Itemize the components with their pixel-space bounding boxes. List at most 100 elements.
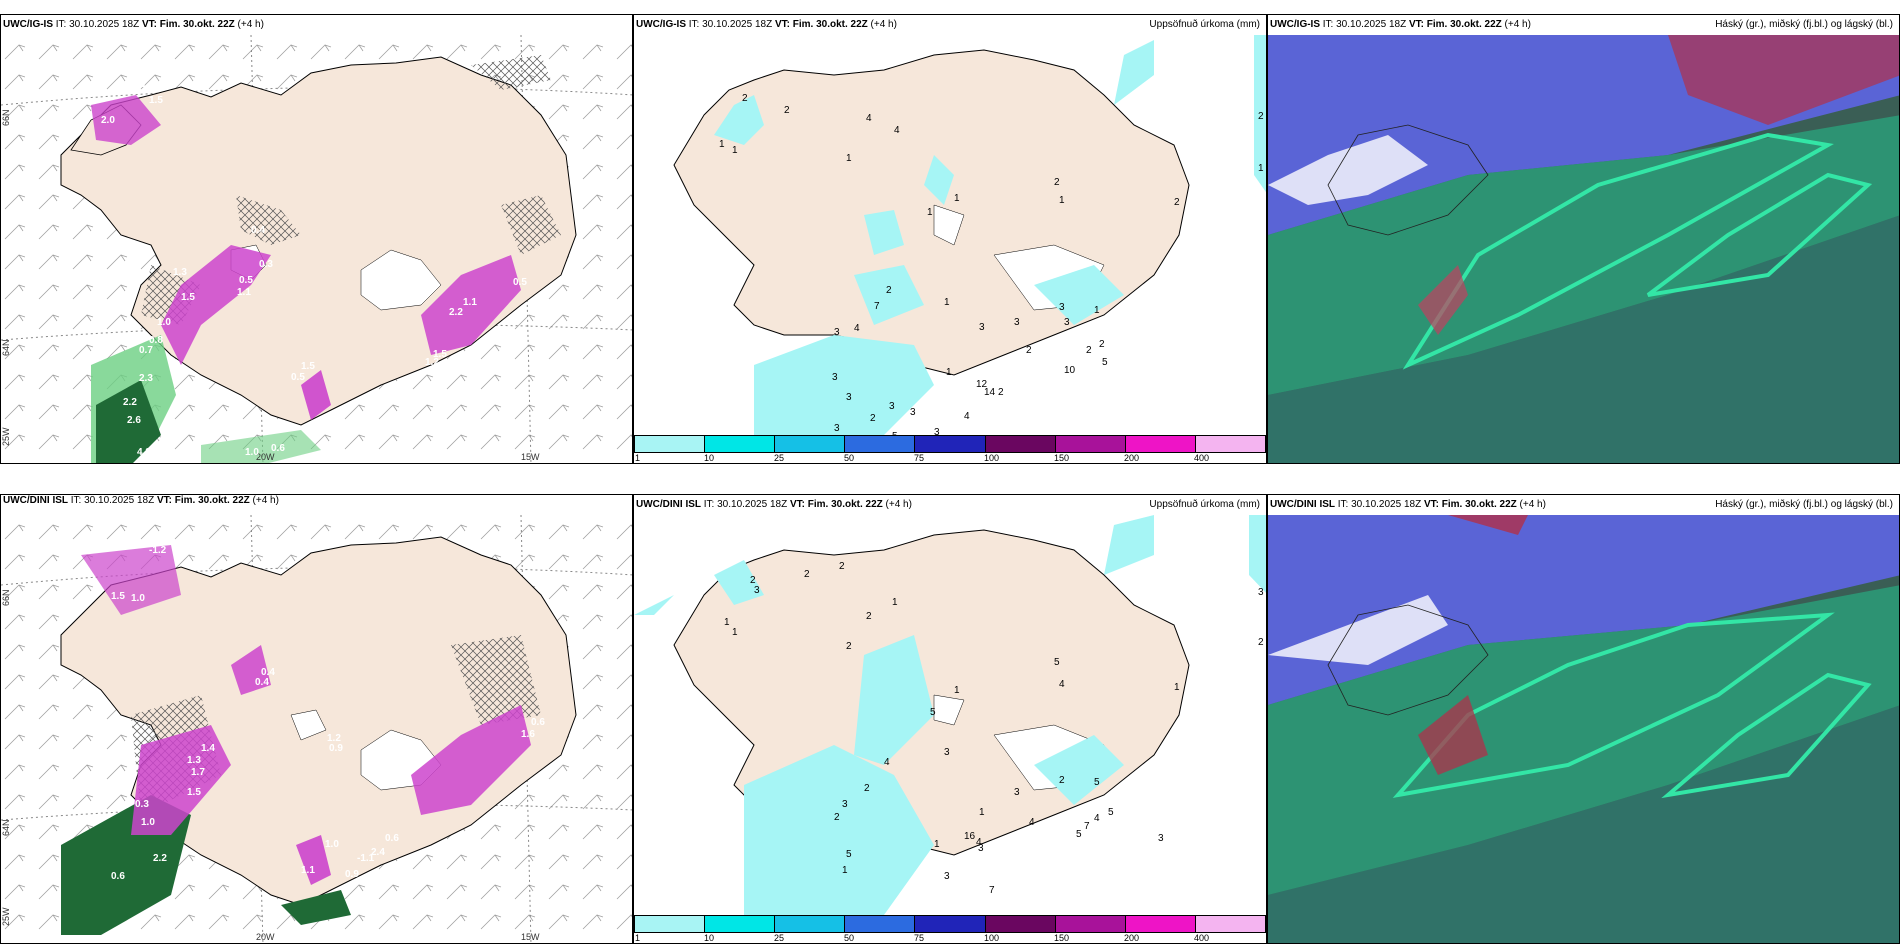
panel-header: UWC/DINI ISL IT: 30.10.2025 18Z VT: Fim.…	[634, 495, 1266, 515]
map-value-label: -1.1	[357, 853, 375, 864]
map-value-label: 2	[1099, 339, 1105, 350]
map-value-label: 0.3	[259, 259, 273, 270]
map-value-label: 1	[946, 367, 952, 378]
map-value-label: 1.3	[173, 267, 187, 278]
header-init-time: IT: 30.10.2025 18Z	[686, 19, 775, 30]
map-value-label: 14	[984, 387, 996, 398]
map-value-label: 2	[998, 387, 1004, 398]
lat-label: 25W	[1, 427, 11, 446]
panel-header: UWC/IG-IS IT: 30.10.2025 18Z VT: Fim. 30…	[1, 15, 632, 35]
colorbar-ticks: 1 10 25 50 75 100 150 200 400	[634, 933, 1266, 943]
map-value-label: 1	[954, 685, 960, 696]
colorbar-tick: 10	[704, 933, 715, 943]
lat-label: 66N	[1, 109, 11, 126]
map-value-label: 0.9	[329, 743, 343, 754]
colorbar-tick: 25	[774, 933, 785, 943]
map-value-label: 4	[884, 757, 890, 768]
map-value-label: 1.2	[425, 357, 439, 368]
map-value-label: 5	[892, 431, 898, 435]
precip-panel-dini: UWC/DINI ISL IT: 30.10.2025 18Z VT: Fim.…	[633, 494, 1267, 944]
map-value-label: 1.2	[327, 733, 341, 744]
map-value-label: 3	[1059, 302, 1065, 313]
map-value-label: 1.3	[141, 79, 155, 90]
colorbar-cell	[634, 435, 706, 453]
map-value-label: 0.6	[111, 871, 125, 882]
map-value-label: 2.4	[371, 847, 385, 858]
map-value-label: 0.5	[513, 277, 527, 288]
colorbar-cell	[1195, 435, 1266, 453]
map-value-label: 4	[964, 411, 970, 422]
map-value-label: 3	[910, 407, 916, 418]
map-value-label: 4	[976, 837, 982, 848]
header-valid-time: VT: Fim. 30.okt. 22Z	[141, 19, 235, 30]
map-value-label: 5	[1054, 657, 1060, 668]
precip-colorbar	[634, 915, 1266, 935]
colorbar-tick: 200	[1124, 933, 1140, 943]
colorbar-tick: 50	[844, 933, 855, 943]
precip-map: 2211441112122112743333122521012123332353…	[673, 35, 1266, 435]
map-value-label: 1	[979, 807, 985, 818]
map-value-label: 1.0	[245, 447, 259, 458]
colorbar-cell	[775, 915, 846, 933]
map-value-label: 1	[934, 839, 940, 850]
header-init-time: IT: 30.10.2025 18Z	[1320, 19, 1409, 30]
map-value-label: 0.5	[291, 372, 305, 383]
map-value-label: 1	[732, 145, 738, 156]
panel-title: Uppsöfnuð úrkoma (mm)	[1149, 19, 1260, 30]
map-value-label: 2	[866, 611, 872, 622]
map-value-label: 1.1	[301, 865, 315, 876]
map-value-label: 0.4	[261, 667, 275, 678]
header-step: (+4 h)	[1516, 499, 1546, 510]
map-value-label: 5	[1094, 777, 1100, 788]
map-value-label: 0.3	[181, 535, 195, 546]
wind-temp-panel-dini: UWC/DINI ISL IT: 30.10.2025 18Z VT: Fim.…	[0, 494, 633, 944]
header-step: (+4 h)	[867, 19, 897, 30]
panel-title: Uppsöfnuð úrkoma (mm)	[1149, 499, 1260, 510]
panel-header: UWC/DINI ISL IT: 30.10.2025 18Z VT: Fim.…	[1268, 495, 1899, 515]
wind-temp-panel-igis: UWC/IG-IS IT: 30.10.2025 18Z VT: Fim. 30…	[0, 14, 633, 464]
header-step: (+4 h)	[249, 495, 279, 506]
map-value-label: 0.9	[345, 869, 359, 880]
map-value-label: 12	[976, 379, 988, 390]
map-value-label: 2.6	[127, 415, 141, 426]
lon-label: 15W	[521, 932, 540, 942]
map-value-label: 3	[889, 401, 895, 412]
header-valid-time: VT: Fim. 30.okt. 22Z	[1408, 19, 1502, 30]
map-value-label: 5	[1108, 807, 1114, 818]
header-model: UWC/IG-IS	[636, 19, 686, 30]
map-value-label: 2.2	[123, 397, 137, 408]
map-value-label: 2	[742, 93, 748, 104]
map-value-label: 3	[834, 423, 840, 434]
cloud-map	[1268, 515, 1899, 943]
map-value-label: 4	[1059, 679, 1065, 690]
map-value-label: 2.2	[449, 307, 463, 318]
map-value-label: 3	[934, 427, 940, 435]
map-value-label: 4	[894, 125, 900, 136]
map-value-label: 0.3	[135, 799, 149, 810]
header-valid-time: VT: Fim. 30.okt. 22Z	[774, 19, 868, 30]
map-value-label: 0.8	[149, 335, 163, 346]
map-value-label: 1	[846, 153, 852, 164]
map-value-label: 1.1	[463, 297, 477, 308]
header-model: UWC/IG-IS	[3, 19, 53, 30]
map-value-label: 1.4	[201, 743, 215, 754]
map-value-label: 3	[846, 392, 852, 403]
colorbar-cell	[915, 435, 986, 453]
map-value-label: 0.6	[531, 717, 545, 728]
colorbar-tick: 100	[984, 453, 1000, 463]
map-value-label: 3	[832, 372, 838, 383]
map-value-label: 1	[954, 193, 960, 204]
map-value-label: -1.2	[149, 545, 167, 556]
header-model: UWC/DINI ISL	[636, 499, 701, 510]
panel-header: UWC/DINI ISL IT: 30.10.2025 18Z VT: Fim.…	[1, 495, 632, 515]
colorbar-tick: 150	[1054, 453, 1070, 463]
colorbar-tick: 150	[1054, 933, 1070, 943]
map-value-label: 1	[1174, 682, 1180, 693]
header-valid-time: VT: Fim. 30.okt. 22Z	[1423, 499, 1517, 510]
map-value-label: 1.1	[237, 287, 251, 298]
colorbar-cell	[1195, 915, 1266, 933]
header-step: (+4 h)	[882, 499, 912, 510]
panel-title: Háský (gr.), miðský (fj.bl.) og lágský (…	[1715, 499, 1893, 510]
colorbar-cell	[845, 435, 916, 453]
